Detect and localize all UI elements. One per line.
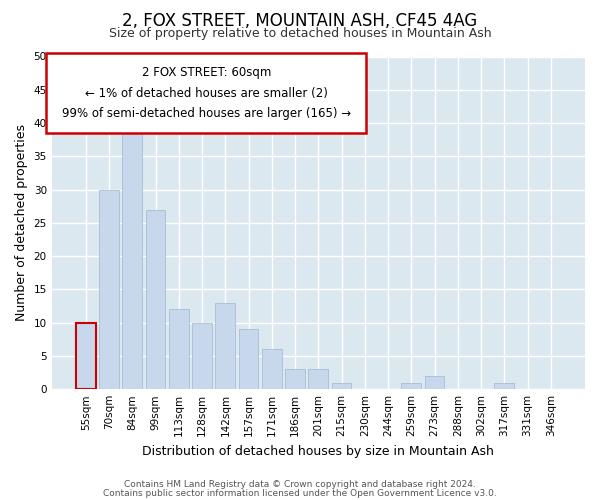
Bar: [215, 302, 235, 389]
Bar: [262, 350, 282, 389]
Bar: [99, 190, 119, 389]
Bar: [76, 322, 95, 389]
Bar: [308, 369, 328, 389]
Bar: [332, 382, 352, 389]
Bar: [192, 322, 212, 389]
Text: 2 FOX STREET: 60sqm: 2 FOX STREET: 60sqm: [142, 66, 271, 79]
Bar: [122, 130, 142, 389]
Text: Size of property relative to detached houses in Mountain Ash: Size of property relative to detached ho…: [109, 28, 491, 40]
Bar: [285, 369, 305, 389]
Text: 2, FOX STREET, MOUNTAIN ASH, CF45 4AG: 2, FOX STREET, MOUNTAIN ASH, CF45 4AG: [122, 12, 478, 30]
Bar: [146, 210, 166, 389]
Bar: [239, 330, 259, 389]
Bar: [401, 382, 421, 389]
Text: Contains HM Land Registry data © Crown copyright and database right 2024.: Contains HM Land Registry data © Crown c…: [124, 480, 476, 489]
Y-axis label: Number of detached properties: Number of detached properties: [15, 124, 28, 322]
X-axis label: Distribution of detached houses by size in Mountain Ash: Distribution of detached houses by size …: [142, 444, 494, 458]
Text: Contains public sector information licensed under the Open Government Licence v3: Contains public sector information licen…: [103, 488, 497, 498]
Bar: [169, 310, 188, 389]
Text: ← 1% of detached houses are smaller (2): ← 1% of detached houses are smaller (2): [85, 86, 328, 100]
Text: 99% of semi-detached houses are larger (165) →: 99% of semi-detached houses are larger (…: [62, 107, 351, 120]
FancyBboxPatch shape: [46, 53, 367, 133]
Bar: [494, 382, 514, 389]
Bar: [425, 376, 445, 389]
